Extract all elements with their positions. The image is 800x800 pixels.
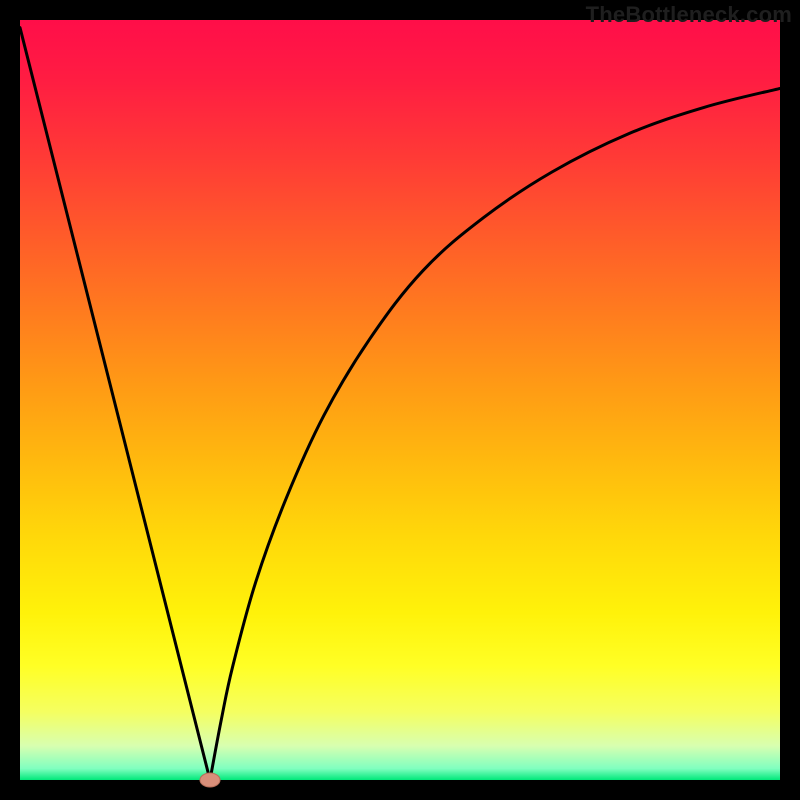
watermark-text: TheBottleneck.com — [586, 2, 792, 28]
bottleneck-chart: TheBottleneck.com — [0, 0, 800, 800]
chart-svg — [0, 0, 800, 800]
chart-plot-area — [20, 20, 780, 780]
minimum-marker — [200, 773, 220, 787]
